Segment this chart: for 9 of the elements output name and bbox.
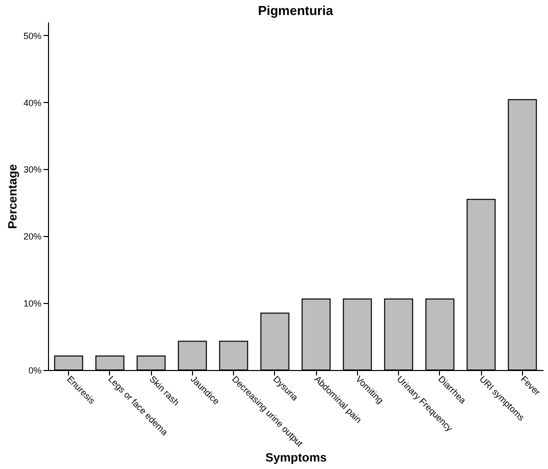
chart-title: Pigmenturia (258, 3, 334, 18)
y-tick-label: 10% (23, 298, 42, 309)
y-tick-label: 30% (23, 164, 42, 175)
x-axis-title: Symptoms (265, 450, 327, 465)
y-tick-label: 20% (23, 232, 42, 242)
y-tick-label: 50% (23, 30, 42, 41)
y-tick-label: 0% (28, 366, 42, 376)
y-axis-title: Percentage (5, 164, 20, 229)
y-tick-label: 40% (23, 98, 42, 108)
